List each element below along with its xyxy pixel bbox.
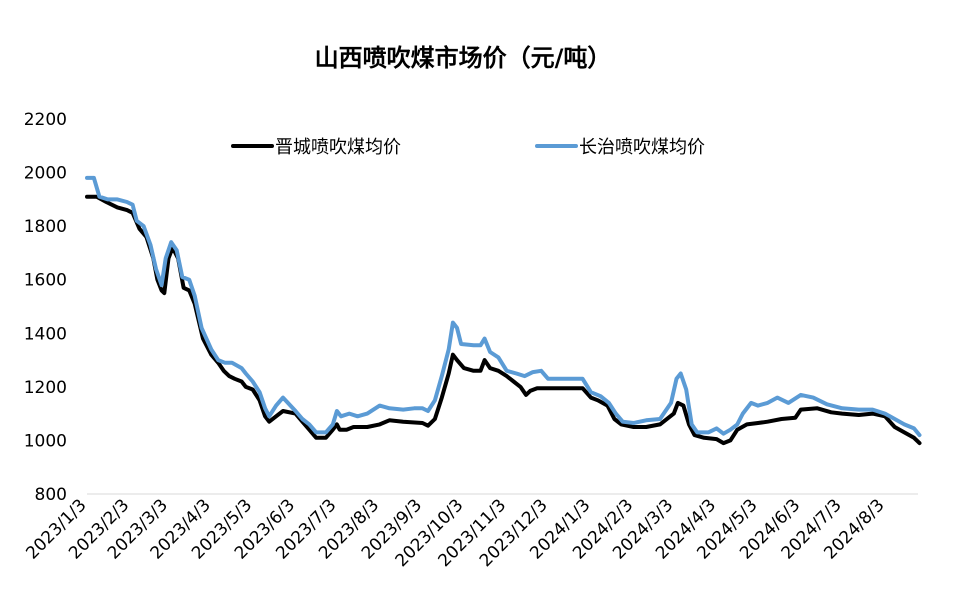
y-tick-label: 1400 bbox=[24, 324, 67, 344]
legend-label-1: 晋城喷吹煤均价 bbox=[275, 137, 401, 158]
y-tick-label: 2200 bbox=[24, 110, 67, 130]
y-tick-label: 2000 bbox=[24, 164, 67, 184]
legend-label-2: 长治喷吹煤均价 bbox=[579, 137, 705, 158]
legend: 晋城喷吹煤均价 长治喷吹煤均价 bbox=[231, 137, 705, 158]
series-line-1 bbox=[85, 194, 922, 446]
series-layer bbox=[85, 175, 922, 446]
x-axis: 2023/1/32023/2/32023/3/32023/4/32023/5/3… bbox=[22, 493, 918, 571]
chart-title: 山西喷吹煤市场价（元/吨） bbox=[315, 44, 612, 72]
y-tick-label: 800 bbox=[35, 485, 67, 505]
y-tick-label: 1000 bbox=[24, 431, 67, 451]
series-line-2 bbox=[85, 175, 922, 438]
y-tick-label: 1600 bbox=[24, 271, 67, 291]
y-axis: 800 1000 1200 1400 1600 1800 2000 2200 bbox=[24, 110, 67, 505]
y-tick-label: 1800 bbox=[24, 217, 67, 237]
y-tick-label: 1200 bbox=[24, 378, 67, 398]
